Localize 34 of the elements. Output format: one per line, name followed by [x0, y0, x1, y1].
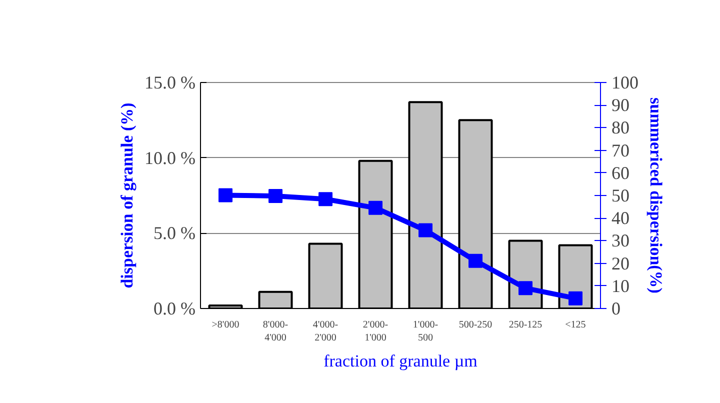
y2-axis-title: summericed dispersion(%)	[646, 98, 666, 294]
y2-tick-label: 60	[612, 162, 630, 183]
y-tick-label: 0.0 %	[154, 298, 196, 318]
y2-tick-label: 20	[612, 253, 630, 274]
point	[318, 192, 332, 206]
x-axis-title: fraction of granule µm	[324, 352, 478, 371]
x-tick-label: 2'000- 1'000	[362, 320, 388, 344]
x-tick-label: 500-250	[458, 320, 492, 330]
point	[218, 188, 232, 202]
y2-tick-label: 100	[612, 72, 638, 92]
x-tick-label: 250-125	[508, 320, 542, 330]
x-tick-label: >8'000	[212, 320, 240, 330]
y2-tick-label: 80	[612, 118, 630, 138]
point	[268, 188, 282, 203]
point	[468, 254, 482, 268]
y2-tick-label: 90	[612, 95, 630, 116]
y-tick-label: 15.0 %	[144, 72, 196, 92]
y2-tick-label: 10	[612, 276, 630, 296]
y2-tick-label: 70	[612, 140, 630, 160]
y-axis-title: dispersion of granule (%)	[118, 102, 137, 288]
y2-tick-label: 50	[612, 186, 630, 206]
point	[368, 200, 382, 215]
x-tick-label: <125	[565, 320, 586, 330]
y2-tick-label: 0	[612, 298, 620, 318]
y2-tick-label: 30	[612, 230, 630, 251]
x-tick-label: 1'000- 500	[412, 320, 438, 344]
point	[518, 281, 532, 296]
point	[418, 223, 432, 238]
x-tick-label: 8'000- 4'000	[262, 320, 288, 344]
point	[568, 291, 582, 306]
x-tick-label: 4'000- 2'000	[312, 320, 338, 344]
y2-tick-label: 40	[612, 208, 630, 228]
y-tick-label: 5.0 %	[154, 223, 196, 244]
y-tick-label: 10.0 %	[144, 148, 196, 168]
